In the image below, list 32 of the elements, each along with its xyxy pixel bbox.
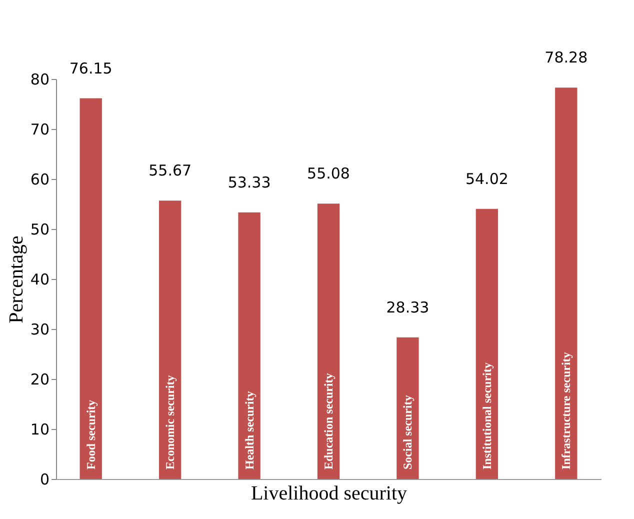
x-tick-label: Institutional security bbox=[480, 362, 494, 470]
y-tick-label: 0 bbox=[40, 470, 50, 488]
data-label: 76.15 bbox=[69, 59, 112, 78]
y-axis-title: Percentage bbox=[5, 236, 28, 324]
x-tick-label: Health security bbox=[242, 391, 256, 470]
bar bbox=[80, 98, 102, 479]
x-axis-title: Livelihood security bbox=[250, 482, 408, 504]
y-tick-label: 80 bbox=[30, 70, 50, 88]
bar bbox=[238, 212, 260, 479]
x-tick-label: Food security bbox=[84, 400, 98, 470]
data-label: 78.28 bbox=[544, 48, 588, 67]
x-tick-label: Social security bbox=[400, 395, 415, 470]
y-tick-label: 30 bbox=[30, 320, 50, 338]
data-label: 55.08 bbox=[307, 164, 350, 183]
bar bbox=[555, 88, 578, 479]
y-tick-label: 60 bbox=[30, 170, 50, 188]
bar bbox=[317, 204, 340, 479]
data-label: 54.02 bbox=[465, 170, 508, 188]
y-tick-label: 10 bbox=[30, 420, 50, 438]
x-tick-label: Education security bbox=[322, 373, 336, 470]
y-tick-label: 70 bbox=[30, 120, 50, 138]
data-label: 55.67 bbox=[148, 162, 192, 180]
bar bbox=[476, 208, 498, 479]
y-tick-label: 40 bbox=[30, 270, 50, 288]
x-tick-label: Economic security bbox=[163, 375, 178, 470]
data-label: 28.33 bbox=[386, 298, 430, 316]
y-tick-label: 20 bbox=[30, 370, 50, 388]
bar bbox=[158, 200, 182, 479]
x-tick-label: Infrastructure security bbox=[559, 352, 574, 470]
y-tick-label: 50 bbox=[30, 220, 50, 238]
bar bbox=[396, 337, 419, 479]
data-label: 53.33 bbox=[228, 173, 271, 192]
